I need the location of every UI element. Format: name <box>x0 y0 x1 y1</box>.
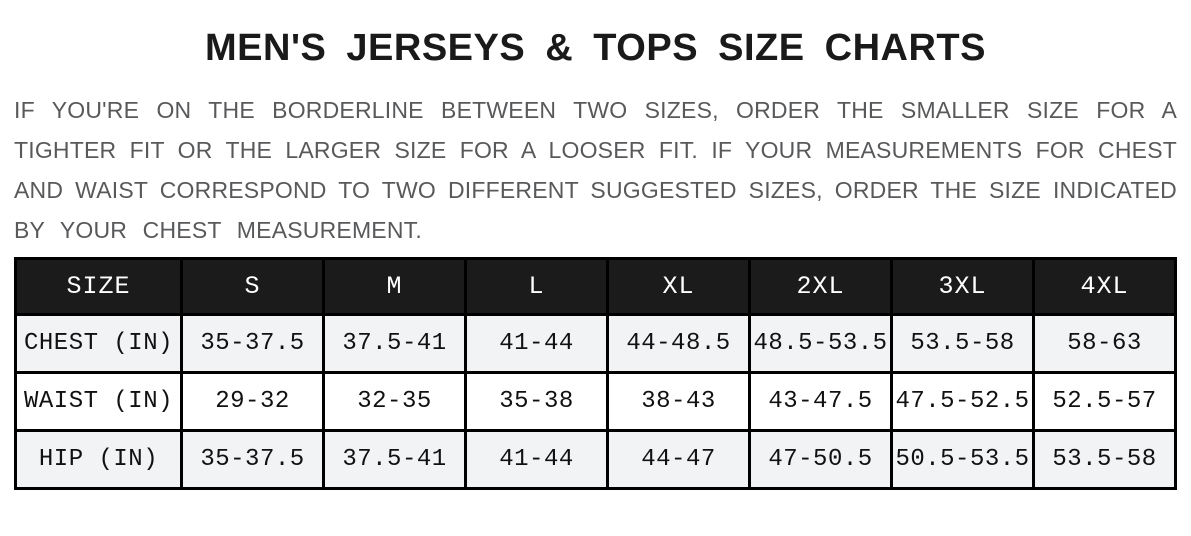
measurement-cell: 32-35 <box>322 371 467 432</box>
size-chart-header-cell: 4XL <box>1032 257 1177 316</box>
table-row: CHEST (IN) 35-37.5 37.5-41 41-44 44-48.5 48.5… <box>14 313 1177 374</box>
measurement-cell: 58-63 <box>1032 313 1177 374</box>
intro-line: TIGHTER FIT OR THE LARGER SIZE FOR A LOO… <box>14 137 1177 163</box>
intro-line: IF YOU'RE ON THE BORDERLINE BETWEEN TWO … <box>14 97 1177 123</box>
measurement-cell: 47.5-52.5 <box>890 371 1035 432</box>
measurement-cell: 35-37.5 <box>180 429 325 490</box>
measurement-cell: 53.5-58 <box>890 313 1035 374</box>
measurement-cell: 37.5-41 <box>322 313 467 374</box>
size-chart-page: { "page": { "title": "MEN'S JERSEYS & TO… <box>0 26 1191 536</box>
table-row: WAIST (IN) 29-32 32-35 35-38 38-43 43-47.5 47.… <box>14 371 1177 432</box>
measurement-cell: 53.5-58 <box>1032 429 1177 490</box>
measurement-cell: 41-44 <box>464 313 609 374</box>
measurement-cell: 44-48.5 <box>606 313 751 374</box>
measurement-cell: 37.5-41 <box>322 429 467 490</box>
measurement-cell: 35-37.5 <box>180 313 325 374</box>
size-chart-body: CHEST (IN) 35-37.5 37.5-41 41-44 44-48.5 48.5… <box>14 313 1177 490</box>
size-chart-header-cell: 2XL <box>748 257 893 316</box>
size-chart-header-cell: S <box>180 257 325 316</box>
measurement-cell: 47-50.5 <box>748 429 893 490</box>
measurement-cell: 38-43 <box>606 371 751 432</box>
measurement-cell: 43-47.5 <box>748 371 893 432</box>
size-chart-header-cell: L <box>464 257 609 316</box>
size-chart-header-cell: XL <box>606 257 751 316</box>
intro-paragraph: IF YOU'RE ON THE BORDERLINE BETWEEN TWO … <box>14 90 1177 250</box>
row-label-cell: WAIST (IN) <box>14 371 183 432</box>
measurement-cell: 29-32 <box>180 371 325 432</box>
measurement-cell: 41-44 <box>464 429 609 490</box>
measurement-cell: 35-38 <box>464 371 609 432</box>
row-label-cell: CHEST (IN) <box>14 313 183 374</box>
page-title: MEN'S JERSEYS & TOPS SIZE CHARTS <box>205 27 986 69</box>
measurement-cell: 44-47 <box>606 429 751 490</box>
size-chart-header-cell: M <box>322 257 467 316</box>
size-chart-table: SIZE S M L XL 2XL 3XL 4XL CHEST (IN) 35-37.5 37.5… <box>14 257 1177 490</box>
intro-line: BY YOUR CHEST MEASUREMENT. <box>14 217 422 243</box>
measurement-cell: 48.5-53.5 <box>748 313 893 374</box>
intro-line: AND WAIST CORRESPOND TO TWO DIFFERENT SU… <box>14 177 1177 203</box>
table-row: HIP (IN) 35-37.5 37.5-41 41-44 44-47 47-50.5 5… <box>14 429 1177 490</box>
size-chart-header-cell: SIZE <box>14 257 183 316</box>
measurement-cell: 52.5-57 <box>1032 371 1177 432</box>
size-chart-header-row: SIZE S M L XL 2XL 3XL 4XL <box>14 257 1177 316</box>
measurement-cell: 50.5-53.5 <box>890 429 1035 490</box>
size-chart-header-cell: 3XL <box>890 257 1035 316</box>
row-label-cell: HIP (IN) <box>14 429 183 490</box>
